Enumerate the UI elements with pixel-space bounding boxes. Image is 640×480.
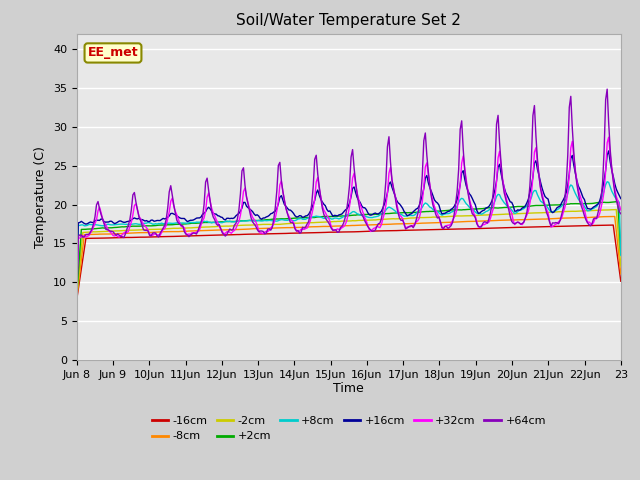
Title: Soil/Water Temperature Set 2: Soil/Water Temperature Set 2 bbox=[236, 13, 461, 28]
Y-axis label: Temperature (C): Temperature (C) bbox=[35, 146, 47, 248]
Text: EE_met: EE_met bbox=[88, 47, 138, 60]
X-axis label: Time: Time bbox=[333, 383, 364, 396]
Legend: -16cm, -8cm, -2cm, +2cm, +8cm, +16cm, +32cm, +64cm: -16cm, -8cm, -2cm, +2cm, +8cm, +16cm, +3… bbox=[147, 411, 550, 446]
